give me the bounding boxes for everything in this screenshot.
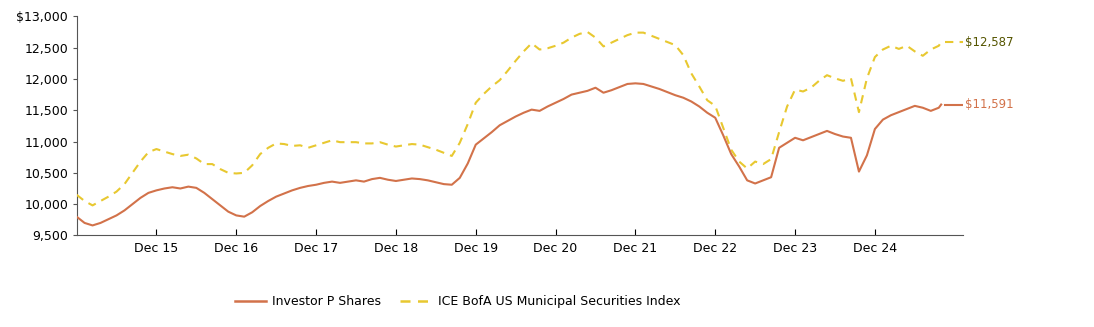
Investor P Shares — [629, 81, 642, 85]
ICE BofA US Municipal Securities Index — [932, 44, 945, 48]
Investor P Shares — [501, 119, 514, 123]
ICE BofA US Municipal Securities Index — [70, 193, 83, 197]
ICE BofA US Municipal Securities Index — [581, 30, 594, 34]
Line: ICE BofA US Municipal Securities Index: ICE BofA US Municipal Securities Index — [77, 32, 941, 205]
Investor P Shares — [86, 223, 100, 227]
Investor P Shares — [334, 181, 347, 185]
Legend: Investor P Shares, ICE BofA US Municipal Securities Index: Investor P Shares, ICE BofA US Municipal… — [230, 290, 685, 313]
Investor P Shares — [700, 111, 713, 115]
Line: Investor P Shares: Investor P Shares — [77, 83, 941, 225]
ICE BofA US Municipal Securities Index — [501, 69, 514, 73]
ICE BofA US Municipal Securities Index — [700, 98, 713, 102]
Text: $12,587: $12,587 — [965, 36, 1014, 49]
ICE BofA US Municipal Securities Index — [934, 40, 947, 44]
ICE BofA US Municipal Securities Index — [334, 140, 347, 144]
Investor P Shares — [70, 215, 83, 219]
Text: $11,591: $11,591 — [965, 98, 1014, 111]
Investor P Shares — [932, 106, 945, 110]
ICE BofA US Municipal Securities Index — [900, 44, 913, 48]
Investor P Shares — [934, 103, 947, 107]
ICE BofA US Municipal Securities Index — [477, 92, 490, 96]
Investor P Shares — [477, 136, 490, 140]
ICE BofA US Municipal Securities Index — [86, 203, 100, 207]
Investor P Shares — [900, 107, 913, 111]
